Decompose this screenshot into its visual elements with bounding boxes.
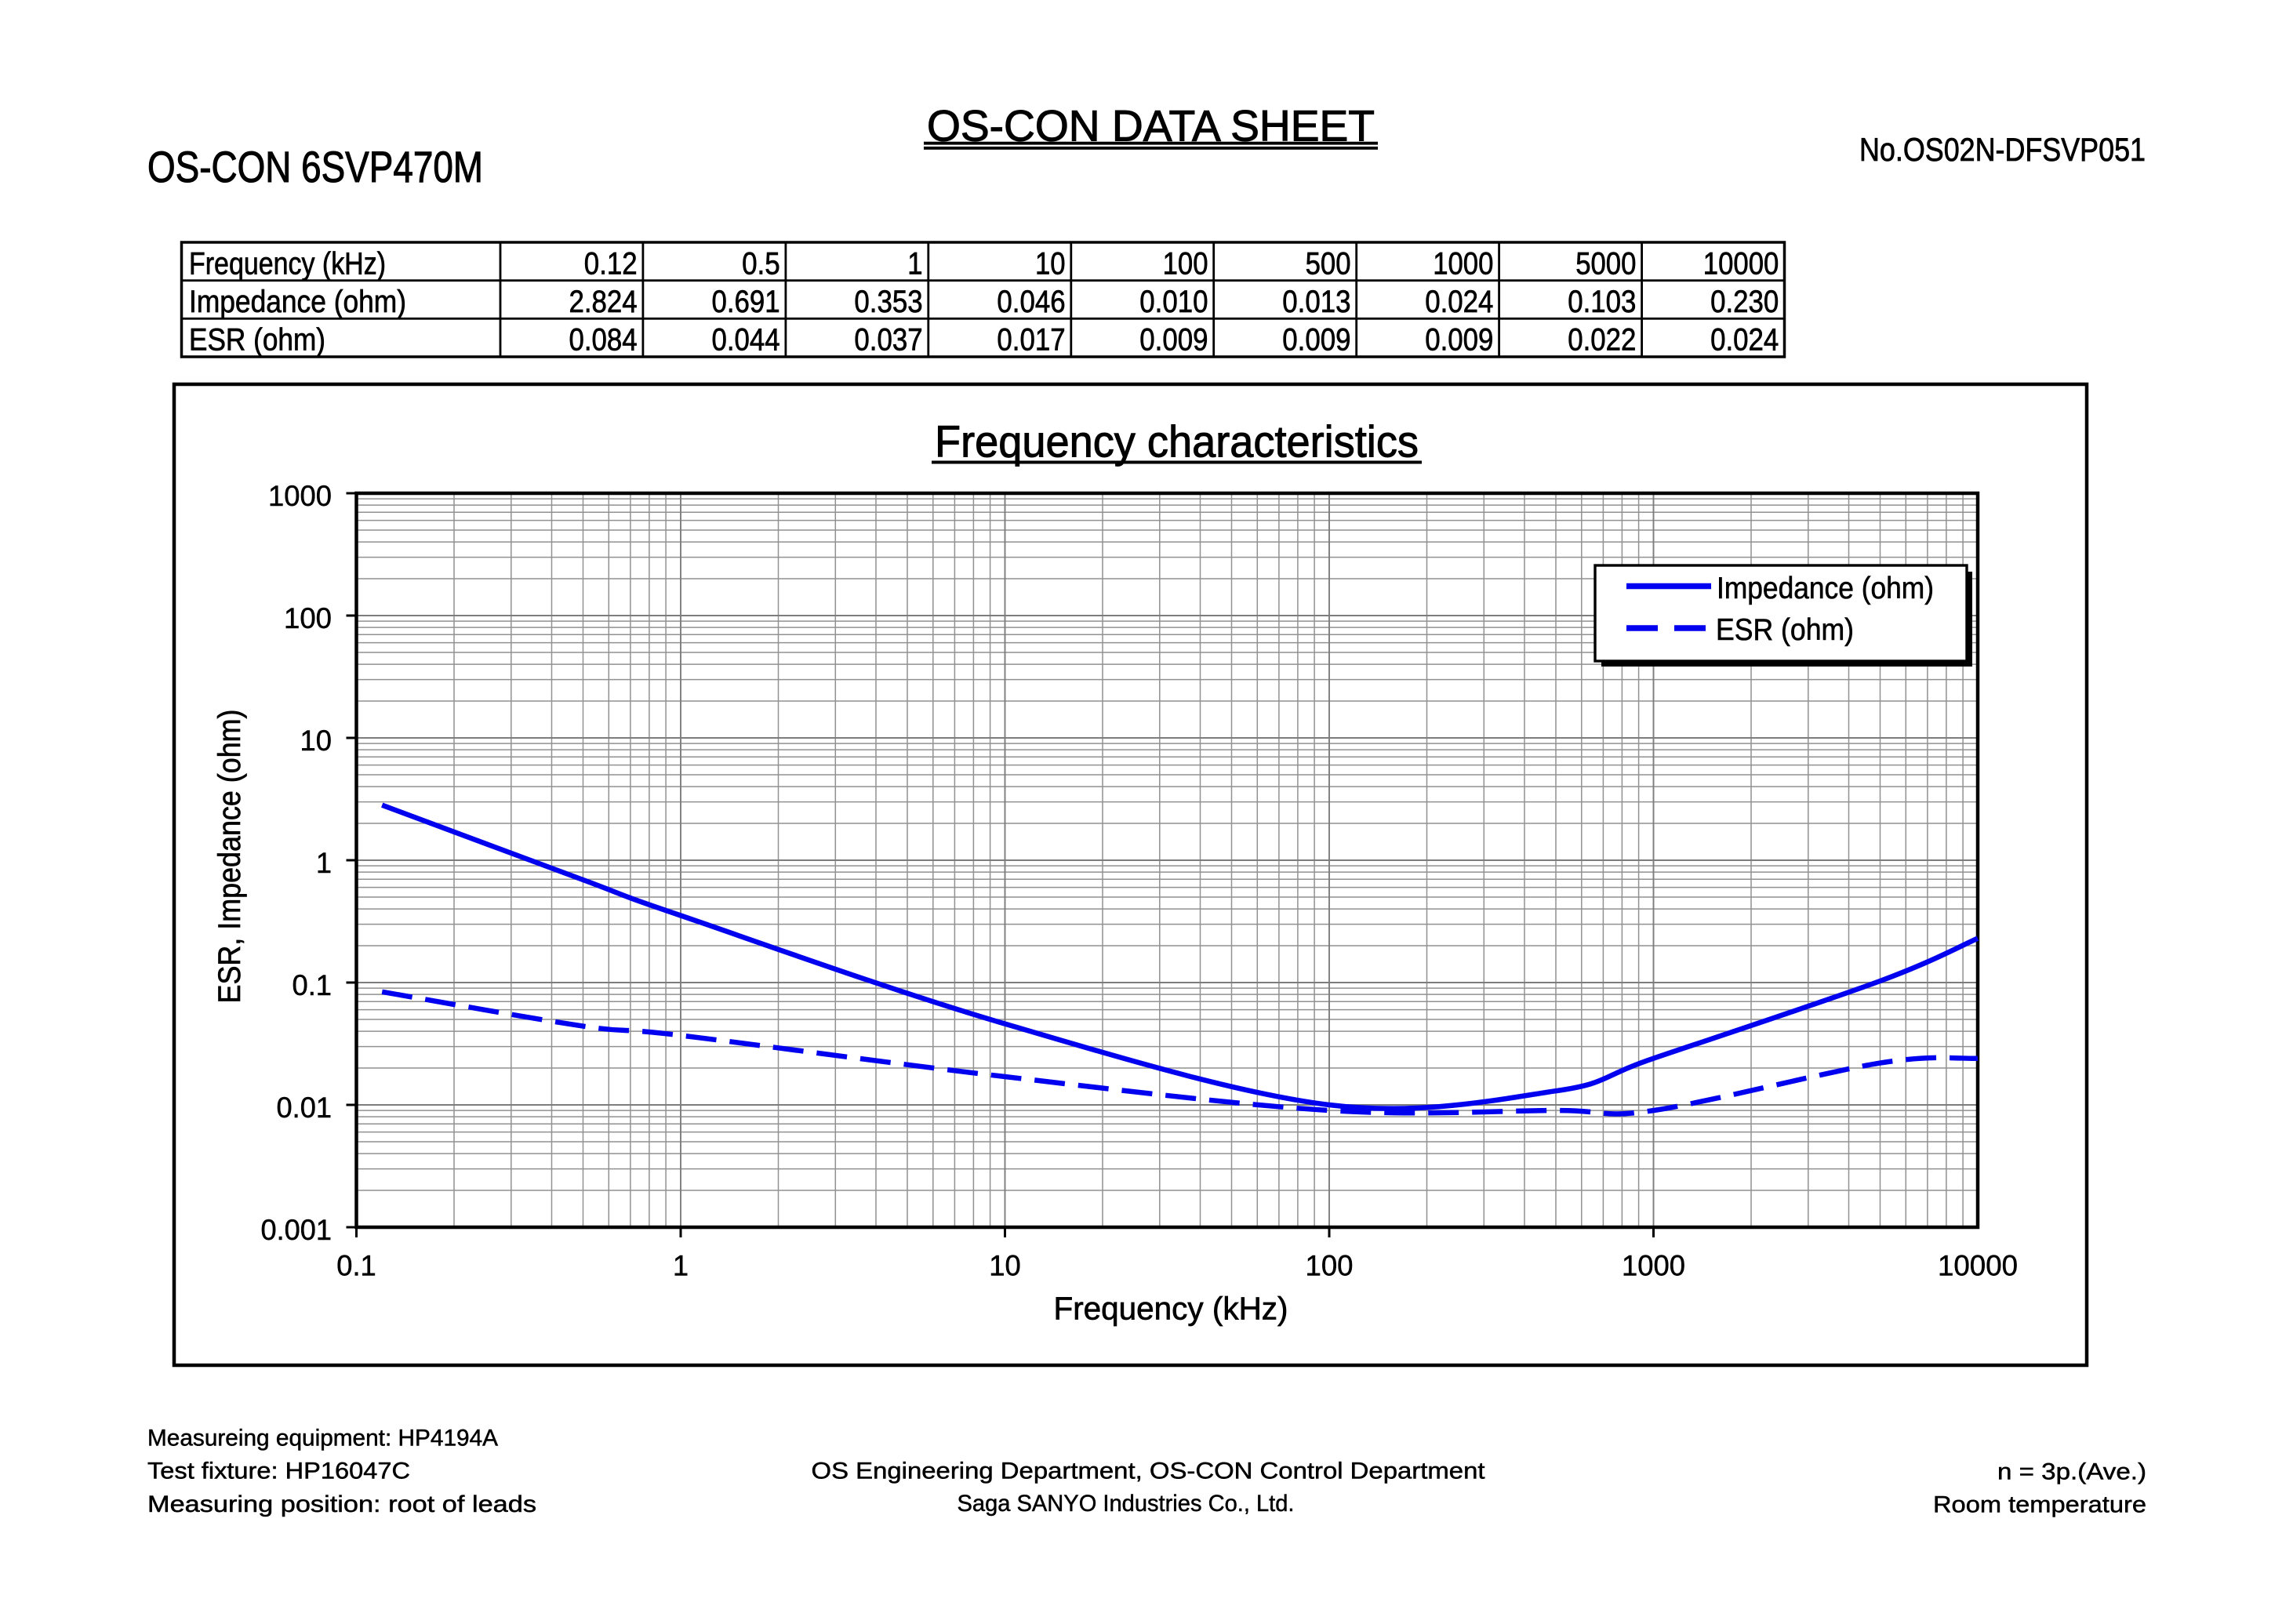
svg-text:0.024: 0.024 xyxy=(1425,285,1493,319)
svg-text:0.001: 0.001 xyxy=(261,1214,333,1246)
svg-text:Impedance (ohm): Impedance (ohm) xyxy=(189,285,406,319)
svg-text:10000: 10000 xyxy=(1703,247,1779,282)
svg-text:10: 10 xyxy=(300,725,333,757)
svg-text:100: 100 xyxy=(1163,247,1208,282)
svg-text:0.009: 0.009 xyxy=(1425,323,1493,358)
svg-text:No.OS02N-DFSVP051: No.OS02N-DFSVP051 xyxy=(1859,131,2146,168)
svg-text:10: 10 xyxy=(989,1250,1021,1282)
svg-text:Impedance (ohm): Impedance (ohm) xyxy=(1717,572,1934,605)
svg-text:Room temperature: Room temperature xyxy=(1933,1492,2146,1518)
svg-text:0.084: 0.084 xyxy=(569,323,638,358)
svg-text:1000: 1000 xyxy=(268,480,332,512)
svg-text:Frequency characteristics: Frequency characteristics xyxy=(935,417,1419,467)
svg-text:0.103: 0.103 xyxy=(1568,285,1636,319)
svg-text:Measureing equipment: HP4194A: Measureing equipment: HP4194A xyxy=(147,1426,498,1451)
svg-text:0.1: 0.1 xyxy=(293,969,333,1001)
svg-text:ESR, Impedance (ohm): ESR, Impedance (ohm) xyxy=(213,710,247,1004)
svg-text:0.009: 0.009 xyxy=(1139,323,1208,358)
svg-text:100: 100 xyxy=(1306,1250,1354,1282)
svg-text:0.01: 0.01 xyxy=(277,1092,333,1124)
svg-text:Frequency (kHz): Frequency (kHz) xyxy=(1054,1291,1288,1327)
svg-text:1: 1 xyxy=(316,847,332,879)
svg-text:Measuring position: root of le: Measuring position: root of leads xyxy=(147,1491,536,1517)
svg-text:0.691: 0.691 xyxy=(712,285,780,319)
svg-text:2.824: 2.824 xyxy=(569,285,638,319)
svg-text:1: 1 xyxy=(673,1250,689,1282)
svg-text:0.037: 0.037 xyxy=(854,323,922,358)
svg-text:100: 100 xyxy=(284,602,332,634)
svg-text:0.024: 0.024 xyxy=(1710,323,1779,358)
svg-text:Test fixture: HP16047C: Test fixture: HP16047C xyxy=(147,1459,410,1484)
svg-text:0.1: 0.1 xyxy=(336,1250,376,1282)
svg-text:500: 500 xyxy=(1306,247,1351,282)
svg-text:1000: 1000 xyxy=(1622,1250,1685,1282)
svg-text:0.12: 0.12 xyxy=(584,247,638,282)
svg-text:OS Engineering Department, OS-: OS Engineering Department, OS-CON Contro… xyxy=(812,1459,1486,1484)
svg-text:ESR (ohm): ESR (ohm) xyxy=(189,323,325,358)
svg-text:ESR (ohm): ESR (ohm) xyxy=(1716,613,1854,647)
svg-text:OS-CON 6SVP470M: OS-CON 6SVP470M xyxy=(147,142,483,191)
svg-text:0.010: 0.010 xyxy=(1139,285,1208,319)
svg-text:0.353: 0.353 xyxy=(854,285,922,319)
svg-text:1: 1 xyxy=(907,247,922,282)
svg-text:0.009: 0.009 xyxy=(1282,323,1350,358)
svg-text:0.230: 0.230 xyxy=(1710,285,1779,319)
svg-text:Frequency (kHz): Frequency (kHz) xyxy=(189,247,386,282)
svg-text:0.5: 0.5 xyxy=(742,247,780,282)
svg-text:0.013: 0.013 xyxy=(1282,285,1350,319)
svg-text:10: 10 xyxy=(1035,247,1066,282)
svg-text:10000: 10000 xyxy=(1938,1250,2018,1282)
svg-text:0.022: 0.022 xyxy=(1568,323,1636,358)
svg-text:1000: 1000 xyxy=(1433,247,1493,282)
svg-text:0.044: 0.044 xyxy=(712,323,780,358)
svg-text:5000: 5000 xyxy=(1575,247,1636,282)
svg-text:n = 3p.(Ave.): n = 3p.(Ave.) xyxy=(1997,1459,2146,1485)
svg-text:0.046: 0.046 xyxy=(997,285,1065,319)
svg-text:Saga SANYO Industries Co., Ltd: Saga SANYO Industries Co., Ltd. xyxy=(958,1491,1295,1517)
svg-text:0.017: 0.017 xyxy=(997,323,1065,358)
